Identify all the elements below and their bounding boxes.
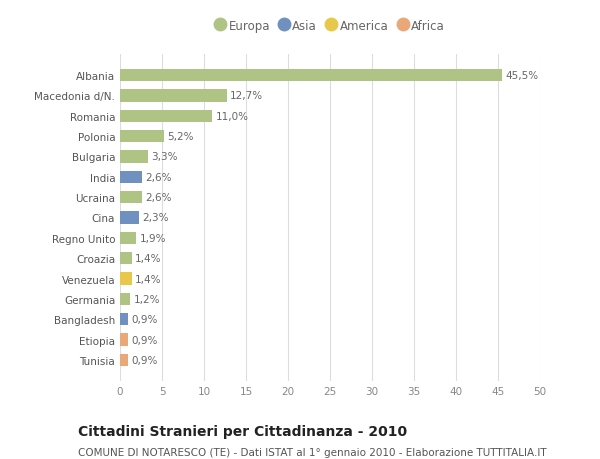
Bar [120,313,128,325]
Bar [120,354,128,366]
Text: 1,2%: 1,2% [133,294,160,304]
Bar [120,151,148,163]
Bar [120,212,139,224]
Text: 12,7%: 12,7% [230,91,263,101]
Bar [120,334,128,346]
Bar [120,171,142,184]
Text: 1,4%: 1,4% [135,274,161,284]
Text: 2,6%: 2,6% [145,173,172,182]
Bar [120,252,132,265]
Text: Cittadini Stranieri per Cittadinanza - 2010: Cittadini Stranieri per Cittadinanza - 2… [78,425,407,438]
Bar [120,70,502,82]
Bar [120,293,130,305]
Bar [120,90,227,102]
Text: 11,0%: 11,0% [216,112,249,122]
Bar [120,273,132,285]
Text: 45,5%: 45,5% [506,71,539,81]
Text: 1,4%: 1,4% [135,254,161,263]
Bar [120,111,212,123]
Text: 1,9%: 1,9% [139,233,166,243]
Bar [120,192,142,204]
Text: 2,3%: 2,3% [143,213,169,223]
Text: 0,9%: 0,9% [131,355,157,365]
Text: 2,6%: 2,6% [145,193,172,203]
Text: 0,9%: 0,9% [131,335,157,345]
Text: 3,3%: 3,3% [151,152,178,162]
Bar [120,131,164,143]
Text: 0,9%: 0,9% [131,314,157,325]
Text: COMUNE DI NOTARESCO (TE) - Dati ISTAT al 1° gennaio 2010 - Elaborazione TUTTITAL: COMUNE DI NOTARESCO (TE) - Dati ISTAT al… [78,448,547,458]
Legend: Europa, Asia, America, Africa: Europa, Asia, America, Africa [211,15,449,38]
Text: 5,2%: 5,2% [167,132,194,142]
Bar [120,232,136,244]
